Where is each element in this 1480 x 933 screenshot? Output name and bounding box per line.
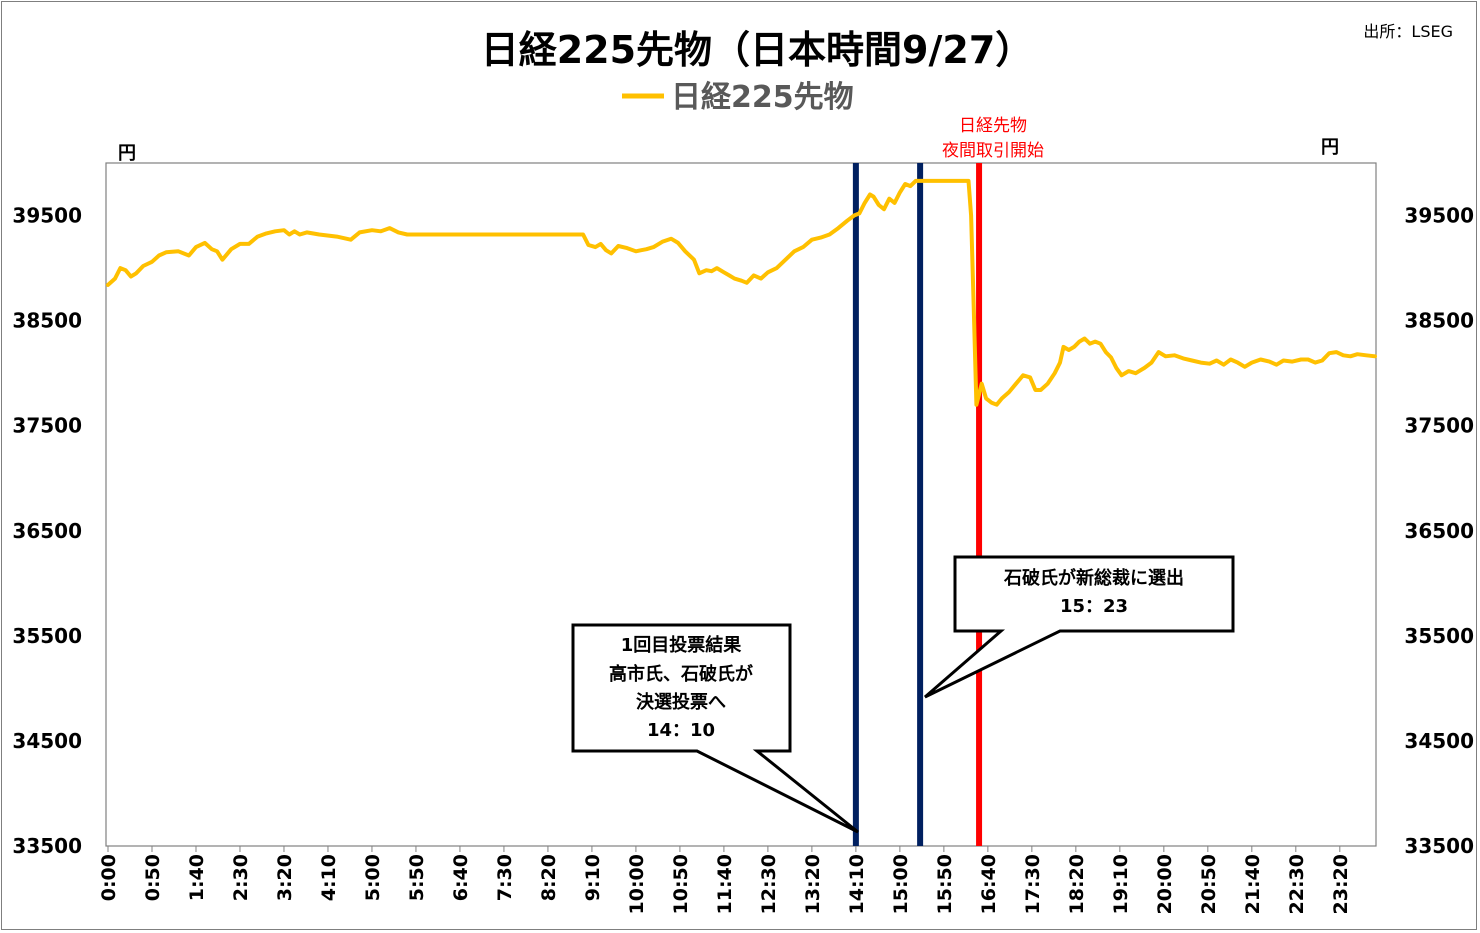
y-tick-label-right: 34500 — [1404, 729, 1474, 753]
series-line-nikkei225-futures — [106, 178, 1377, 407]
legend-label: 日経225先物 — [671, 80, 854, 115]
x-tick-label: 5:50 — [406, 854, 428, 901]
source-label: 出所：LSEG — [1363, 22, 1453, 41]
x-tick-label: 19:10 — [1110, 854, 1132, 914]
x-tick-label: 20:00 — [1154, 854, 1176, 914]
callout-ishiba-elected-line-1: 石破氏が新総裁に選出 — [1003, 567, 1184, 589]
y-tick-label-left: 39500 — [12, 204, 82, 228]
callout-first-vote: 1回目投票結果 高市氏、石破氏が 決選投票へ 14：10 — [571, 623, 859, 834]
x-tick-label: 15:00 — [890, 854, 912, 914]
y-axis-left: 33500 34500 35500 36500 37500 38500 39500 — [12, 204, 82, 858]
plot-area — [105, 162, 1377, 847]
x-tick-label: 17:30 — [1022, 854, 1044, 914]
y-axis-right: 33500 34500 35500 36500 37500 38500 39500 — [1404, 204, 1474, 858]
y-tick-label-right: 38500 — [1404, 309, 1474, 333]
night-session-label-line-1: 日経先物 — [959, 116, 1027, 136]
x-tick-label: 12:30 — [758, 854, 780, 914]
y-tick-label-right: 33500 — [1404, 834, 1474, 858]
chart-title: 日経225先物（日本時間9/27） — [481, 28, 1034, 72]
callout-ishiba-elected: 石破氏が新総裁に選出 15：23 — [924, 555, 1235, 699]
legend: 日経225先物 — [622, 80, 854, 115]
callout-first-vote-line-3: 決選投票へ — [636, 691, 726, 713]
callout-first-vote-line-4: 14：10 — [647, 720, 715, 741]
y-unit-left: 円 — [118, 143, 136, 164]
night-session-label-line-2: 夜間取引開始 — [942, 141, 1044, 161]
x-tick-label: 1:40 — [186, 854, 208, 901]
x-tick-label: 16:40 — [978, 854, 1000, 914]
x-tick-label: 7:30 — [494, 854, 516, 901]
x-tick-label: 2:30 — [230, 854, 252, 901]
x-tick-label: 20:50 — [1198, 854, 1220, 914]
x-tick-label: 6:40 — [450, 854, 472, 901]
callout-first-vote-line-2: 高市氏、石破氏が — [609, 663, 753, 685]
x-tick-label: 9:10 — [582, 854, 604, 901]
y-unit-right: 円 — [1321, 137, 1339, 158]
callout-first-vote-line-1: 1回目投票結果 — [621, 634, 743, 656]
y-tick-label-left: 38500 — [12, 309, 82, 333]
x-tick-label: 0:00 — [98, 854, 120, 901]
callout-first-vote-box — [571, 623, 859, 834]
y-tick-label-left: 33500 — [12, 834, 82, 858]
x-tick-label: 10:00 — [626, 854, 648, 914]
y-tick-label-right: 39500 — [1404, 204, 1474, 228]
x-tick-label: 21:40 — [1242, 854, 1264, 914]
y-tick-label-left: 35500 — [12, 624, 82, 648]
x-tick-label: 4:10 — [318, 854, 340, 901]
x-tick-label: 15:50 — [934, 854, 956, 914]
x-tick-label: 3:20 — [274, 854, 296, 901]
x-tick-label: 5:00 — [362, 854, 384, 901]
x-tick-label: 8:20 — [538, 854, 560, 901]
x-axis: 0:00 0:50 1:40 2:30 3:20 4:10 5:00 5:50 6:40 7:30… — [98, 846, 1352, 914]
y-tick-label-left: 37500 — [12, 414, 82, 438]
callout-ishiba-elected-line-2: 15：23 — [1060, 596, 1128, 617]
x-tick-label: 10:50 — [670, 854, 692, 914]
series-layer — [106, 178, 1377, 407]
x-tick-label: 23:20 — [1330, 854, 1352, 914]
y-tick-label-left: 34500 — [12, 729, 82, 753]
vertical-markers — [852, 163, 983, 846]
night-session-label: 日経先物 夜間取引開始 — [942, 116, 1044, 161]
x-tick-label: 18:20 — [1066, 854, 1088, 914]
x-tick-label: 0:50 — [142, 854, 164, 901]
y-tick-label-right: 36500 — [1404, 519, 1474, 543]
x-tick-label: 22:30 — [1286, 854, 1308, 914]
y-tick-label-right: 37500 — [1404, 414, 1474, 438]
x-tick-label: 11:40 — [714, 854, 736, 914]
y-tick-label-left: 36500 — [12, 519, 82, 543]
y-tick-label-right: 35500 — [1404, 624, 1474, 648]
callout-ishiba-elected-box — [924, 555, 1235, 699]
x-tick-label: 14:10 — [846, 854, 868, 914]
x-tick-label: 13:20 — [802, 854, 824, 914]
